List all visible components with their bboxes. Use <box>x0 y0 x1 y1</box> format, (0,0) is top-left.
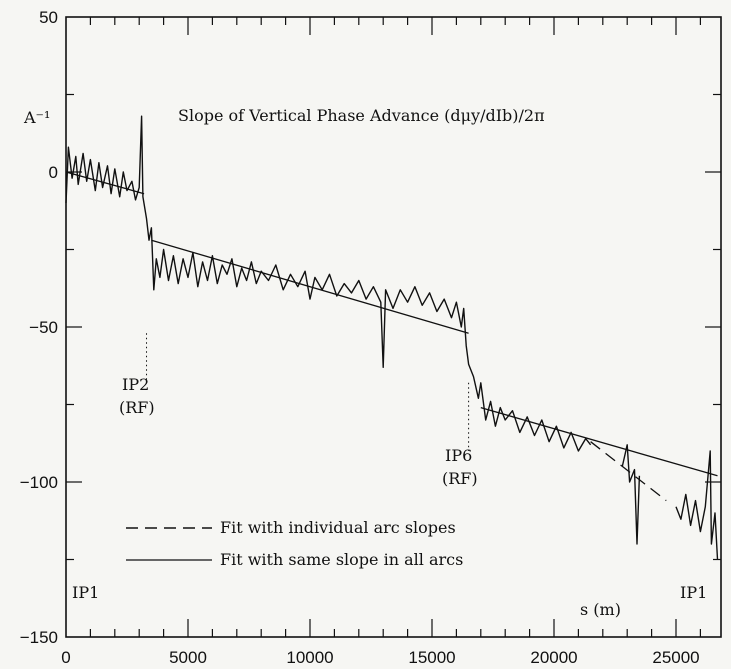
axes: 0 5000 10000 15000 20000 25000 50 0 −50 −100 −150 <box>20 8 722 667</box>
annotation-ip2-rf: (RF) <box>119 398 155 417</box>
chart-title: Slope of Vertical Phase Advance (dμy/dIb… <box>178 106 545 125</box>
annotation-ip6: IP6 <box>445 446 472 465</box>
annotation-ip1-right: IP1 <box>680 583 707 602</box>
legend-label-dashed: Fit with individual arc slopes <box>220 518 456 537</box>
x-tick-label: 20000 <box>530 648 577 667</box>
y-tick-label: 0 <box>49 163 58 182</box>
y-tick-label: −150 <box>20 628 58 647</box>
same-slope-fit-line <box>151 239 469 334</box>
y-tick-label: 50 <box>39 8 58 27</box>
x-tick-label: 25000 <box>652 648 699 667</box>
annotation-ip1-left: IP1 <box>72 583 99 602</box>
x-tick-label: 0 <box>61 648 70 667</box>
same-slope-fit-line <box>480 406 718 477</box>
annotation-ip6-rf: (RF) <box>442 469 478 488</box>
legend: Fit with individual arc slopes Fit with … <box>126 518 463 569</box>
x-axis-label: s (m) <box>580 600 621 619</box>
legend-label-solid: Fit with same slope in all arcs <box>220 550 463 569</box>
annotation-ip2: IP2 <box>122 375 149 394</box>
y-axis-label: A⁻¹ <box>23 108 50 127</box>
x-tick-label: 15000 <box>408 648 455 667</box>
data-marks <box>65 115 719 560</box>
y-tick-label: −100 <box>20 473 58 492</box>
y-tick-label: −50 <box>29 318 58 337</box>
individual-arc-fit-line <box>590 441 667 502</box>
same-slope-fit-line <box>65 171 145 195</box>
x-tick-label: 5000 <box>169 648 207 667</box>
x-tick-label: 10000 <box>286 648 333 667</box>
measured-series-line <box>65 115 719 560</box>
